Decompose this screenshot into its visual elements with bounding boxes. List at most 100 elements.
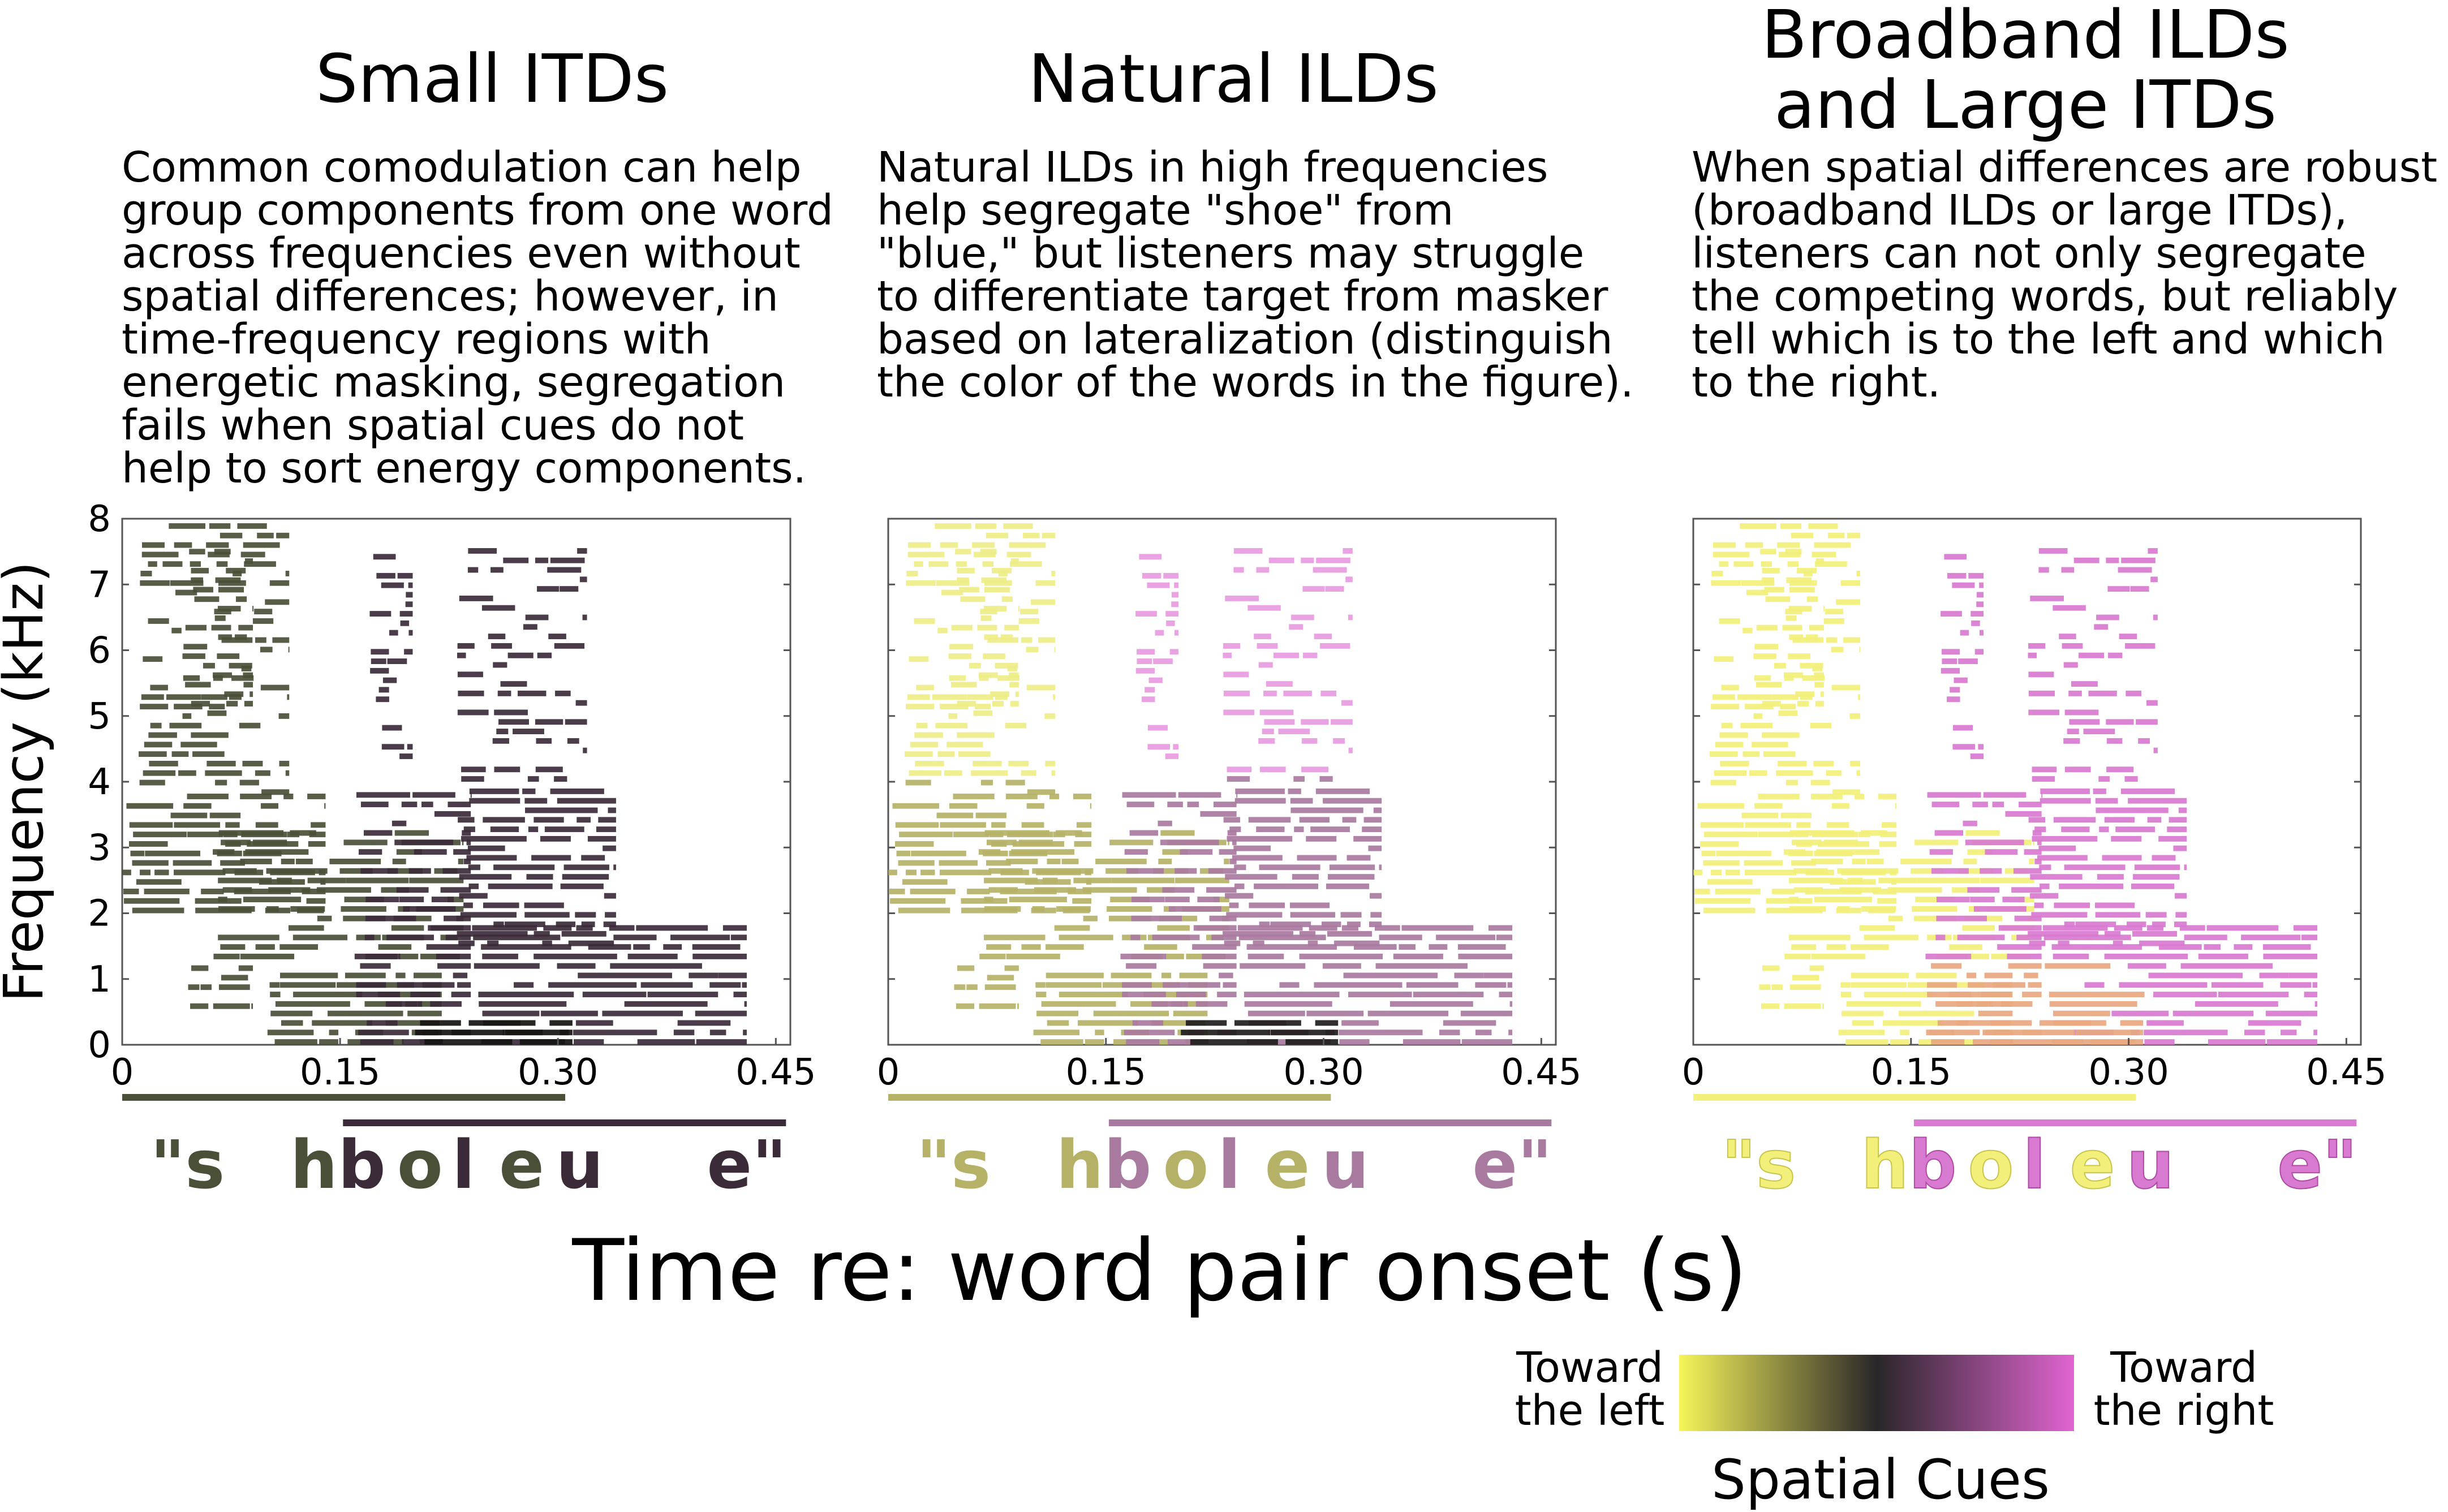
spectro-block (2184, 864, 2187, 871)
spectro-block (191, 701, 210, 707)
spectro-block (1780, 523, 1802, 529)
spectro-block (1223, 652, 1232, 658)
spectro-block (404, 649, 413, 655)
spectro-block (201, 694, 227, 700)
spectro-block (1998, 925, 2042, 931)
spectro-block (916, 684, 934, 691)
spectro-block (1219, 849, 1237, 855)
spectro-block (225, 822, 240, 828)
spectro-block (981, 577, 1007, 583)
spectro-block (254, 609, 273, 615)
spectro-block (1051, 770, 1055, 776)
spectro-block (1326, 883, 1370, 889)
spectro-block (190, 1003, 209, 1009)
word-letter: l (2023, 1126, 2046, 1204)
spectro-block (2013, 868, 2042, 874)
spectro-block (1051, 571, 1055, 576)
spectro-block (382, 677, 397, 683)
spectro-block (2073, 557, 2099, 563)
spectro-block (1122, 982, 1152, 988)
spectro-block (1997, 944, 2042, 950)
spectro-block (954, 984, 966, 990)
spectro-block (1842, 1010, 1884, 1016)
spectro-block (1777, 542, 1800, 548)
spectro-block (960, 596, 986, 602)
spectro-block (1947, 696, 1960, 703)
spectro-block (311, 822, 326, 828)
spectro-block (1967, 849, 1993, 855)
spectro-block (162, 561, 183, 567)
spectro-block (1021, 637, 1032, 643)
spectro-block (1992, 802, 2004, 808)
spectro-block (581, 921, 595, 928)
spectro-block (182, 653, 205, 659)
spectro-block (1849, 713, 1860, 719)
spectro-block (1186, 1020, 1227, 1026)
spectro-block (1009, 897, 1067, 903)
spectro-block (1745, 822, 1791, 828)
spectro-block (359, 849, 382, 855)
spectro-block (2208, 1039, 2266, 1045)
spectro-block (1895, 803, 1897, 809)
spectro-block (733, 992, 747, 998)
spectro-block (1279, 982, 1300, 988)
spectro-block (185, 624, 207, 631)
spectro-block (907, 542, 931, 548)
spectro-block (1007, 665, 1018, 671)
spectro-block (534, 931, 550, 937)
spectro-block (2139, 940, 2185, 946)
spectro-block (1915, 897, 1955, 903)
spectro-block (2079, 652, 2105, 658)
spectro-block (394, 830, 429, 836)
spectro-block (377, 992, 442, 998)
spectro-block (453, 972, 468, 979)
spectro-block (1126, 1039, 1160, 1045)
spectro-block (565, 719, 587, 725)
spectro-block (221, 839, 251, 846)
spectro-block (997, 675, 1020, 681)
spectro-block (174, 542, 192, 548)
spectro-block (1941, 667, 1960, 674)
spectro-block (218, 877, 272, 884)
spectro-block (1823, 606, 1825, 611)
spectro-block (126, 803, 174, 809)
spectro-block (1238, 934, 1326, 941)
spectro-block (1031, 599, 1055, 605)
spectro-block (239, 722, 261, 729)
spectro-block (279, 972, 338, 979)
spectro-block (1110, 897, 1150, 903)
spectro-block (906, 571, 918, 576)
spectro-block (1144, 944, 1177, 950)
spectro-block (2038, 548, 2068, 554)
spectro-block (183, 644, 208, 650)
spectro-block (220, 860, 245, 866)
spectro-block (1263, 690, 1277, 696)
spectro-block (378, 944, 412, 950)
spectro-block (888, 869, 897, 876)
spectro-block (1163, 572, 1179, 579)
spectro-block (1373, 807, 1382, 813)
spectro-block (519, 1039, 573, 1045)
spectro-block (1856, 770, 1860, 776)
spectro-block (2132, 931, 2178, 937)
spectro-block (604, 893, 616, 899)
spectro-block (518, 690, 547, 696)
spectro-block (1147, 744, 1171, 750)
spectro-block (953, 794, 995, 799)
spectro-block (190, 561, 201, 567)
spectro-block (959, 587, 979, 593)
spectro-block (1301, 766, 1329, 773)
spectro-block (392, 859, 406, 864)
spectro-block (399, 753, 413, 759)
spectro-block (226, 701, 238, 707)
spectro-block (1341, 1020, 1379, 1026)
spectro-block (1858, 694, 1860, 700)
spectro-block (2136, 719, 2158, 725)
spectro-block (2106, 557, 2119, 563)
spectro-block (979, 675, 989, 681)
spectro-block (1206, 887, 1237, 893)
spectro-block (986, 839, 1017, 846)
spectro-block (2067, 729, 2079, 735)
spectro-block (1041, 1001, 1116, 1007)
spectro-block (1147, 887, 1175, 893)
